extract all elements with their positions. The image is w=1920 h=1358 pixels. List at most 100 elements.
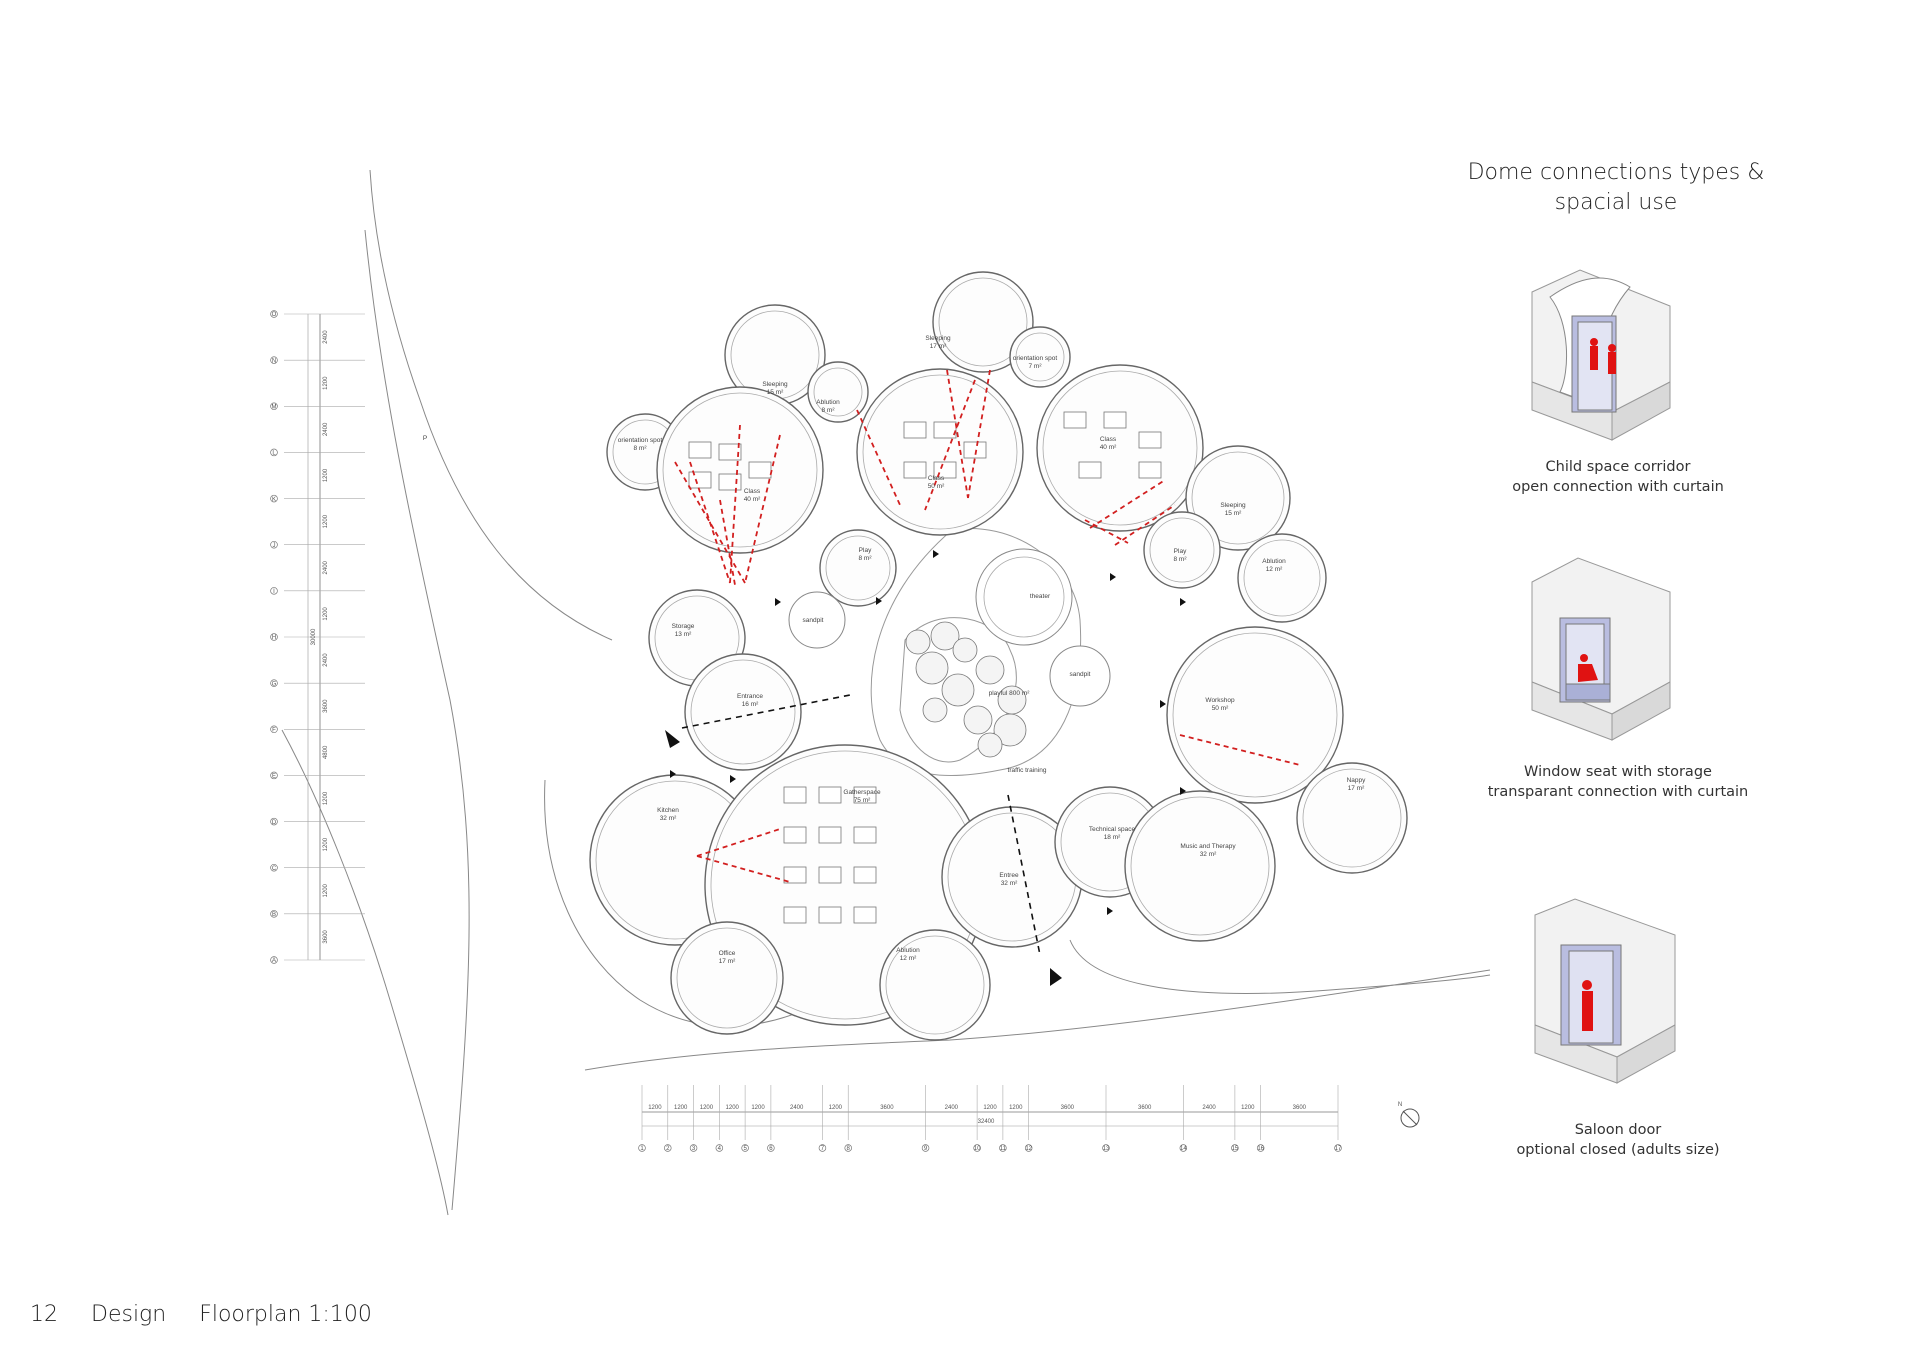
grid-label: 13 xyxy=(1103,1146,1110,1152)
caption-window-seat-line1: Window seat with storage xyxy=(1524,764,1712,780)
room-name: Office xyxy=(719,950,736,957)
dome-inner xyxy=(690,659,796,765)
connection-line xyxy=(946,369,969,499)
room-area: 8 m² xyxy=(1174,556,1188,563)
dome-outer xyxy=(1036,364,1204,532)
dome-outer xyxy=(879,929,991,1041)
connection-line xyxy=(1179,734,1301,766)
dome-inner xyxy=(862,374,1018,530)
connection-line xyxy=(967,369,991,499)
table-icon xyxy=(748,461,772,479)
tree-icon xyxy=(975,655,1005,685)
side-panel-title: Dome connections types & spacial use xyxy=(1456,158,1776,218)
room-area: 7 m² xyxy=(1029,363,1043,370)
grid-label: C xyxy=(272,866,277,872)
table-icon xyxy=(1078,461,1102,479)
room-area: 15 m² xyxy=(767,389,784,396)
room-name: Ablution xyxy=(1262,558,1286,565)
dimension-value: 1200 xyxy=(323,376,329,390)
grid-bubble xyxy=(270,863,278,872)
dimension-value: 3600 xyxy=(323,699,329,713)
dome-inner xyxy=(1149,517,1215,583)
room-area: 17 m² xyxy=(1348,785,1365,792)
room-name: sandpit xyxy=(803,617,824,624)
dome-inner xyxy=(885,935,985,1035)
grid-label: 6 xyxy=(769,1146,773,1152)
caption-saloon-door-line1: Saloon door xyxy=(1574,1122,1662,1138)
grid-bubble xyxy=(638,1144,646,1152)
caption-saloon-door: Saloon door optional closed (adults size… xyxy=(1438,1120,1798,1160)
grid-label: G xyxy=(272,681,277,687)
connection-line xyxy=(689,461,731,584)
room-name: Storage xyxy=(672,623,695,630)
dome-outer xyxy=(1237,533,1327,623)
site-label: P xyxy=(423,435,427,442)
dimension-value: 1200 xyxy=(323,468,329,482)
room-name: Kitchen xyxy=(657,807,679,814)
grid-bubble xyxy=(689,1144,698,1152)
grid-label: 2 xyxy=(666,1146,670,1152)
connection-line xyxy=(696,828,781,857)
table-icon xyxy=(963,441,987,459)
dome-inner xyxy=(813,367,863,417)
section-name: Design xyxy=(91,1302,167,1327)
dimension-value: 3600 xyxy=(323,930,329,944)
grid-label: I xyxy=(273,589,275,595)
grid-bubble xyxy=(270,679,278,687)
dimension-value: 2400 xyxy=(1202,1105,1216,1111)
grid-bubble xyxy=(1334,1144,1342,1152)
room-name: Gatherspace xyxy=(843,789,881,796)
room-name: Nappy xyxy=(1347,777,1367,784)
dimension-value: 2400 xyxy=(323,653,329,667)
dome-outer xyxy=(856,368,1024,536)
room-name: orientation spot xyxy=(618,437,663,444)
room-area: 32 m² xyxy=(1001,880,1018,887)
grid-label: 16 xyxy=(1257,1146,1264,1152)
table-icon xyxy=(688,471,712,489)
north-arrow-icon: N xyxy=(1398,1102,1420,1128)
room-name: Sleeping xyxy=(1220,502,1246,509)
dome-inner xyxy=(662,392,818,548)
feature-circle xyxy=(788,591,846,649)
caption-corridor: Child space corridor open connection wit… xyxy=(1438,457,1798,497)
room-area: 12 m² xyxy=(900,955,917,962)
room-area: 75 m² xyxy=(854,797,871,804)
room-name: Class xyxy=(744,488,761,495)
page-footer: 12 Design Floorplan 1:100 xyxy=(30,1302,398,1327)
dome-outer xyxy=(807,361,869,423)
dome-outer xyxy=(1296,762,1408,874)
grid-label: F xyxy=(272,727,276,733)
dome-outer xyxy=(1009,326,1071,388)
arrow-icon xyxy=(670,770,676,778)
domes xyxy=(589,271,1408,1041)
dimension-value: 4800 xyxy=(323,745,329,759)
room-area: 40 m² xyxy=(744,496,761,503)
connection-lines xyxy=(674,369,1301,883)
room-name: Class xyxy=(1100,436,1117,443)
side-title-line2: spacial use xyxy=(1554,190,1678,215)
dimension-value: 1200 xyxy=(674,1105,688,1111)
arrow-icon xyxy=(730,775,736,783)
table-icon xyxy=(818,826,842,844)
dome-inner xyxy=(1302,768,1402,868)
grid-bubble xyxy=(1179,1144,1188,1152)
table-icon xyxy=(903,421,927,439)
table-icon xyxy=(688,441,712,459)
grid-bubble xyxy=(1102,1144,1110,1152)
dome-outer xyxy=(670,921,784,1035)
tree-icon xyxy=(905,629,931,655)
room-name: Class xyxy=(928,475,945,482)
dome-inner xyxy=(1130,796,1270,936)
dimension-value: 3600 xyxy=(880,1105,894,1111)
grid-bubble xyxy=(921,1144,930,1152)
tree-icon xyxy=(930,621,960,651)
grid-bubble xyxy=(1256,1144,1265,1152)
arrow-icon xyxy=(1160,700,1166,708)
dimension-value: 3600 xyxy=(1293,1105,1307,1111)
grid-bubble xyxy=(818,1144,827,1152)
room-area: 8 m² xyxy=(859,555,873,562)
grid-label: D xyxy=(272,820,277,826)
dome-outer xyxy=(1143,511,1221,589)
dimension-total: 30000 xyxy=(311,628,317,645)
